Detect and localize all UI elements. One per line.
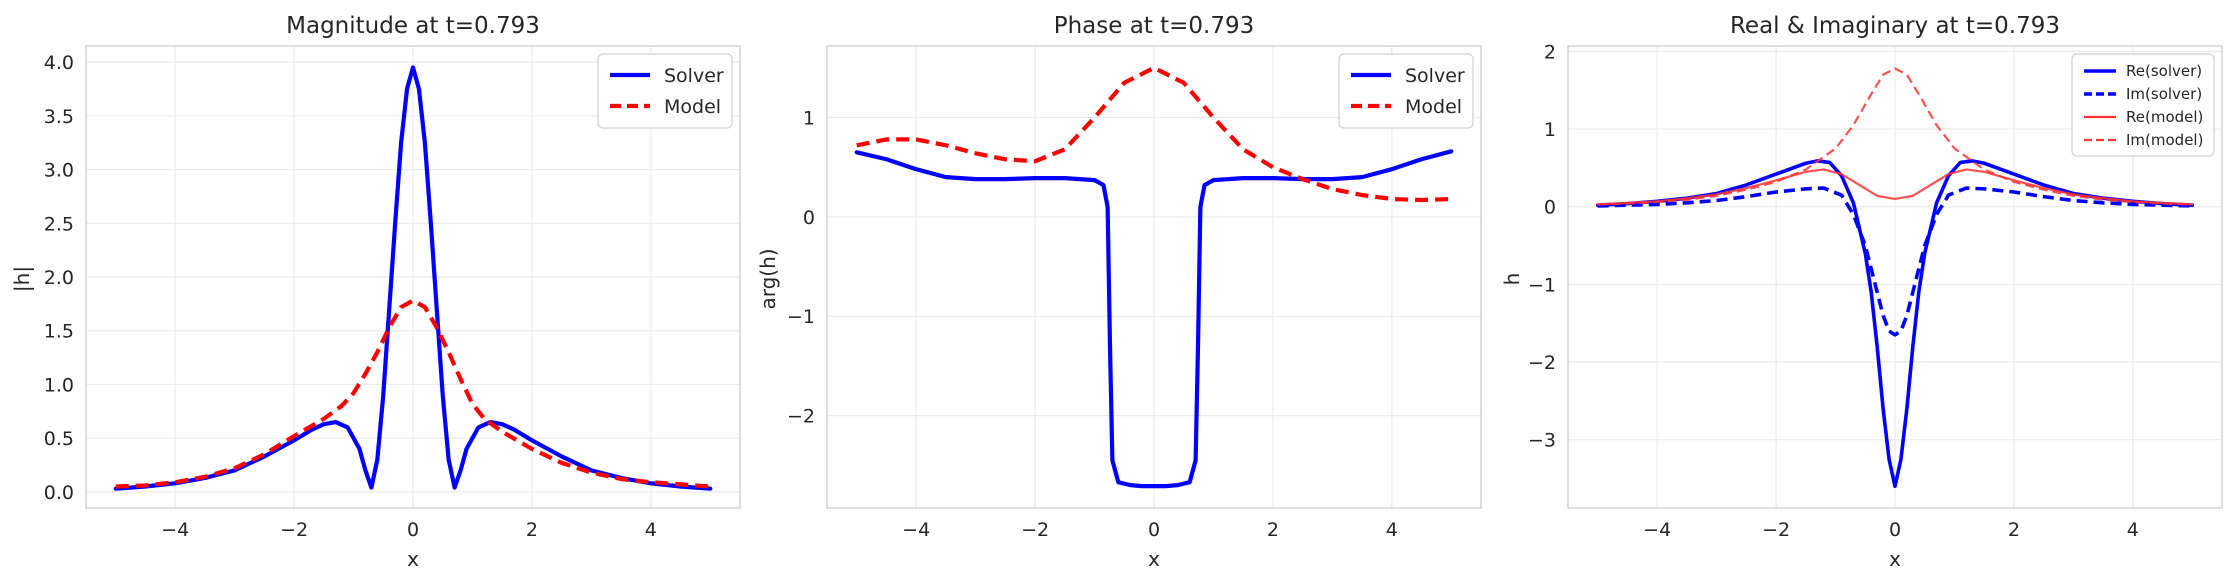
real-imag-series-im-solver [1597, 186, 2193, 337]
magnitude-x-tick-label: 0 [407, 519, 419, 541]
magnitude-xlabel: x [407, 547, 419, 571]
phase-y-tick-label: −1 [787, 306, 815, 328]
magnitude-y-tick-label: 3.5 [44, 106, 74, 128]
phase-series-model [856, 65, 1452, 203]
magnitude-y-ticks: 0.0 0.5 1.0 1.5 2.0 2.5 3.0 3.5 4.0 [44, 52, 74, 504]
magnitude-legend-label-solver: Solver [664, 65, 724, 87]
phase-legend-box [1338, 53, 1474, 129]
phase-legend-label-model: Model [1405, 96, 1462, 118]
phase-legend: Solver Model [1338, 53, 1474, 129]
phase-x-tick-label: −4 [902, 519, 930, 541]
magnitude-y-tick-label: 2.0 [44, 267, 74, 289]
magnitude-legend-label-model: Model [664, 96, 721, 118]
real-imag-y-tick-label: −2 [1528, 352, 1556, 374]
phase-plot-frame [826, 45, 1482, 509]
phase-y-ticks: −2 −1 0 1 [787, 108, 815, 428]
phase-x-tick-label: −2 [1021, 519, 1049, 541]
real-imag-series-im-model [1597, 67, 2193, 206]
real-imag-xlabel: x [1889, 547, 1901, 571]
real-imag-y-tick-label: 2 [1544, 41, 1556, 63]
real-imag-series [1595, 67, 2195, 489]
phase-title: Phase at t=0.793 [1054, 13, 1255, 39]
phase-series-solver [854, 149, 1454, 489]
phase-series [854, 65, 1454, 489]
real-imag-y-tick-label: −1 [1528, 274, 1556, 296]
phase-x-ticks: −4 −2 0 2 4 [902, 519, 1398, 541]
real-imag-panel: Real & Imaginary at t=0.793 x h −4 −2 0 2 4 … [1500, 13, 2223, 571]
real-imag-legend: Re(solver) Im(solver) Re(model) Im(model) [2071, 53, 2215, 157]
phase-ylabel: arg(h) [756, 248, 780, 309]
magnitude-y-tick-label: 2.5 [44, 213, 74, 235]
magnitude-y-tick-label: 0.5 [44, 428, 74, 450]
phase-panel: Phase at t=0.793 x arg(h) −4 −2 0 2 4 −2 −1 0 1… [756, 13, 1482, 571]
real-imag-x-tick-label: 0 [1889, 519, 1901, 541]
phase-y-tick-label: 0 [803, 207, 815, 229]
magnitude-y-tick-label: 1.0 [44, 374, 74, 396]
magnitude-x-tick-label: −4 [161, 519, 189, 541]
real-imag-x-ticks: −4 −2 0 2 4 [1643, 519, 2139, 541]
real-imag-ylabel: h [1500, 273, 1524, 286]
magnitude-series-model [115, 298, 711, 489]
phase-x-tick-label: 0 [1148, 519, 1160, 541]
magnitude-title: Magnitude at t=0.793 [286, 13, 540, 39]
phase-legend-label-solver: Solver [1405, 65, 1465, 87]
real-imag-legend-box [2071, 53, 2215, 157]
magnitude-y-tick-label: 1.5 [44, 321, 74, 343]
magnitude-series-solver [113, 65, 713, 491]
magnitude-y-tick-label: 3.0 [44, 160, 74, 182]
magnitude-x-tick-label: 2 [526, 519, 538, 541]
real-imag-x-tick-label: −4 [1643, 519, 1671, 541]
real-imag-series-re-solver [1595, 159, 2195, 489]
phase-x-tick-label: 2 [1267, 519, 1279, 541]
magnitude-x-tick-label: −2 [280, 519, 308, 541]
real-imag-title: Real & Imaginary at t=0.793 [1730, 13, 2060, 39]
real-imag-y-tick-label: 0 [1544, 197, 1556, 219]
real-imag-x-tick-label: 4 [2127, 519, 2139, 541]
magnitude-legend-box [597, 53, 733, 129]
phase-y-tick-label: 1 [803, 108, 815, 130]
real-imag-y-tick-label: −3 [1528, 430, 1556, 452]
real-imag-y-ticks: −3 −2 −1 0 1 2 [1528, 41, 1556, 451]
magnitude-y-tick-label: 0.0 [44, 482, 74, 504]
phase-xlabel: x [1148, 547, 1160, 571]
real-imag-x-tick-label: −2 [1762, 519, 1790, 541]
real-imag-y-tick-label: 1 [1544, 119, 1556, 141]
real-imag-series-re-model [1596, 168, 2194, 206]
real-imag-x-tick-label: 2 [2008, 519, 2020, 541]
phase-x-tick-label: 4 [1386, 519, 1398, 541]
real-imag-legend-label-im-model: Im(model) [2126, 131, 2203, 149]
real-imag-legend-label-re-model: Re(model) [2126, 108, 2203, 126]
magnitude-series [113, 65, 713, 491]
real-imag-plot-frame [1567, 45, 2223, 509]
magnitude-panel: Magnitude at t=0.793 x |h| −4 −2 0 2 4 0.00.… [10, 13, 741, 571]
magnitude-x-ticks: −4 −2 0 2 4 [161, 519, 657, 541]
magnitude-plot-frame [85, 45, 741, 509]
magnitude-legend: Solver Model [597, 53, 733, 129]
real-imag-legend-label-re-solver: Re(solver) [2126, 62, 2202, 80]
magnitude-ylabel: |h| [10, 266, 34, 292]
real-imag-legend-label-im-solver: Im(solver) [2126, 85, 2202, 103]
magnitude-x-tick-label: 4 [645, 519, 657, 541]
magnitude-y-tick-label: 4.0 [44, 52, 74, 74]
phase-y-tick-label: −2 [787, 406, 815, 428]
